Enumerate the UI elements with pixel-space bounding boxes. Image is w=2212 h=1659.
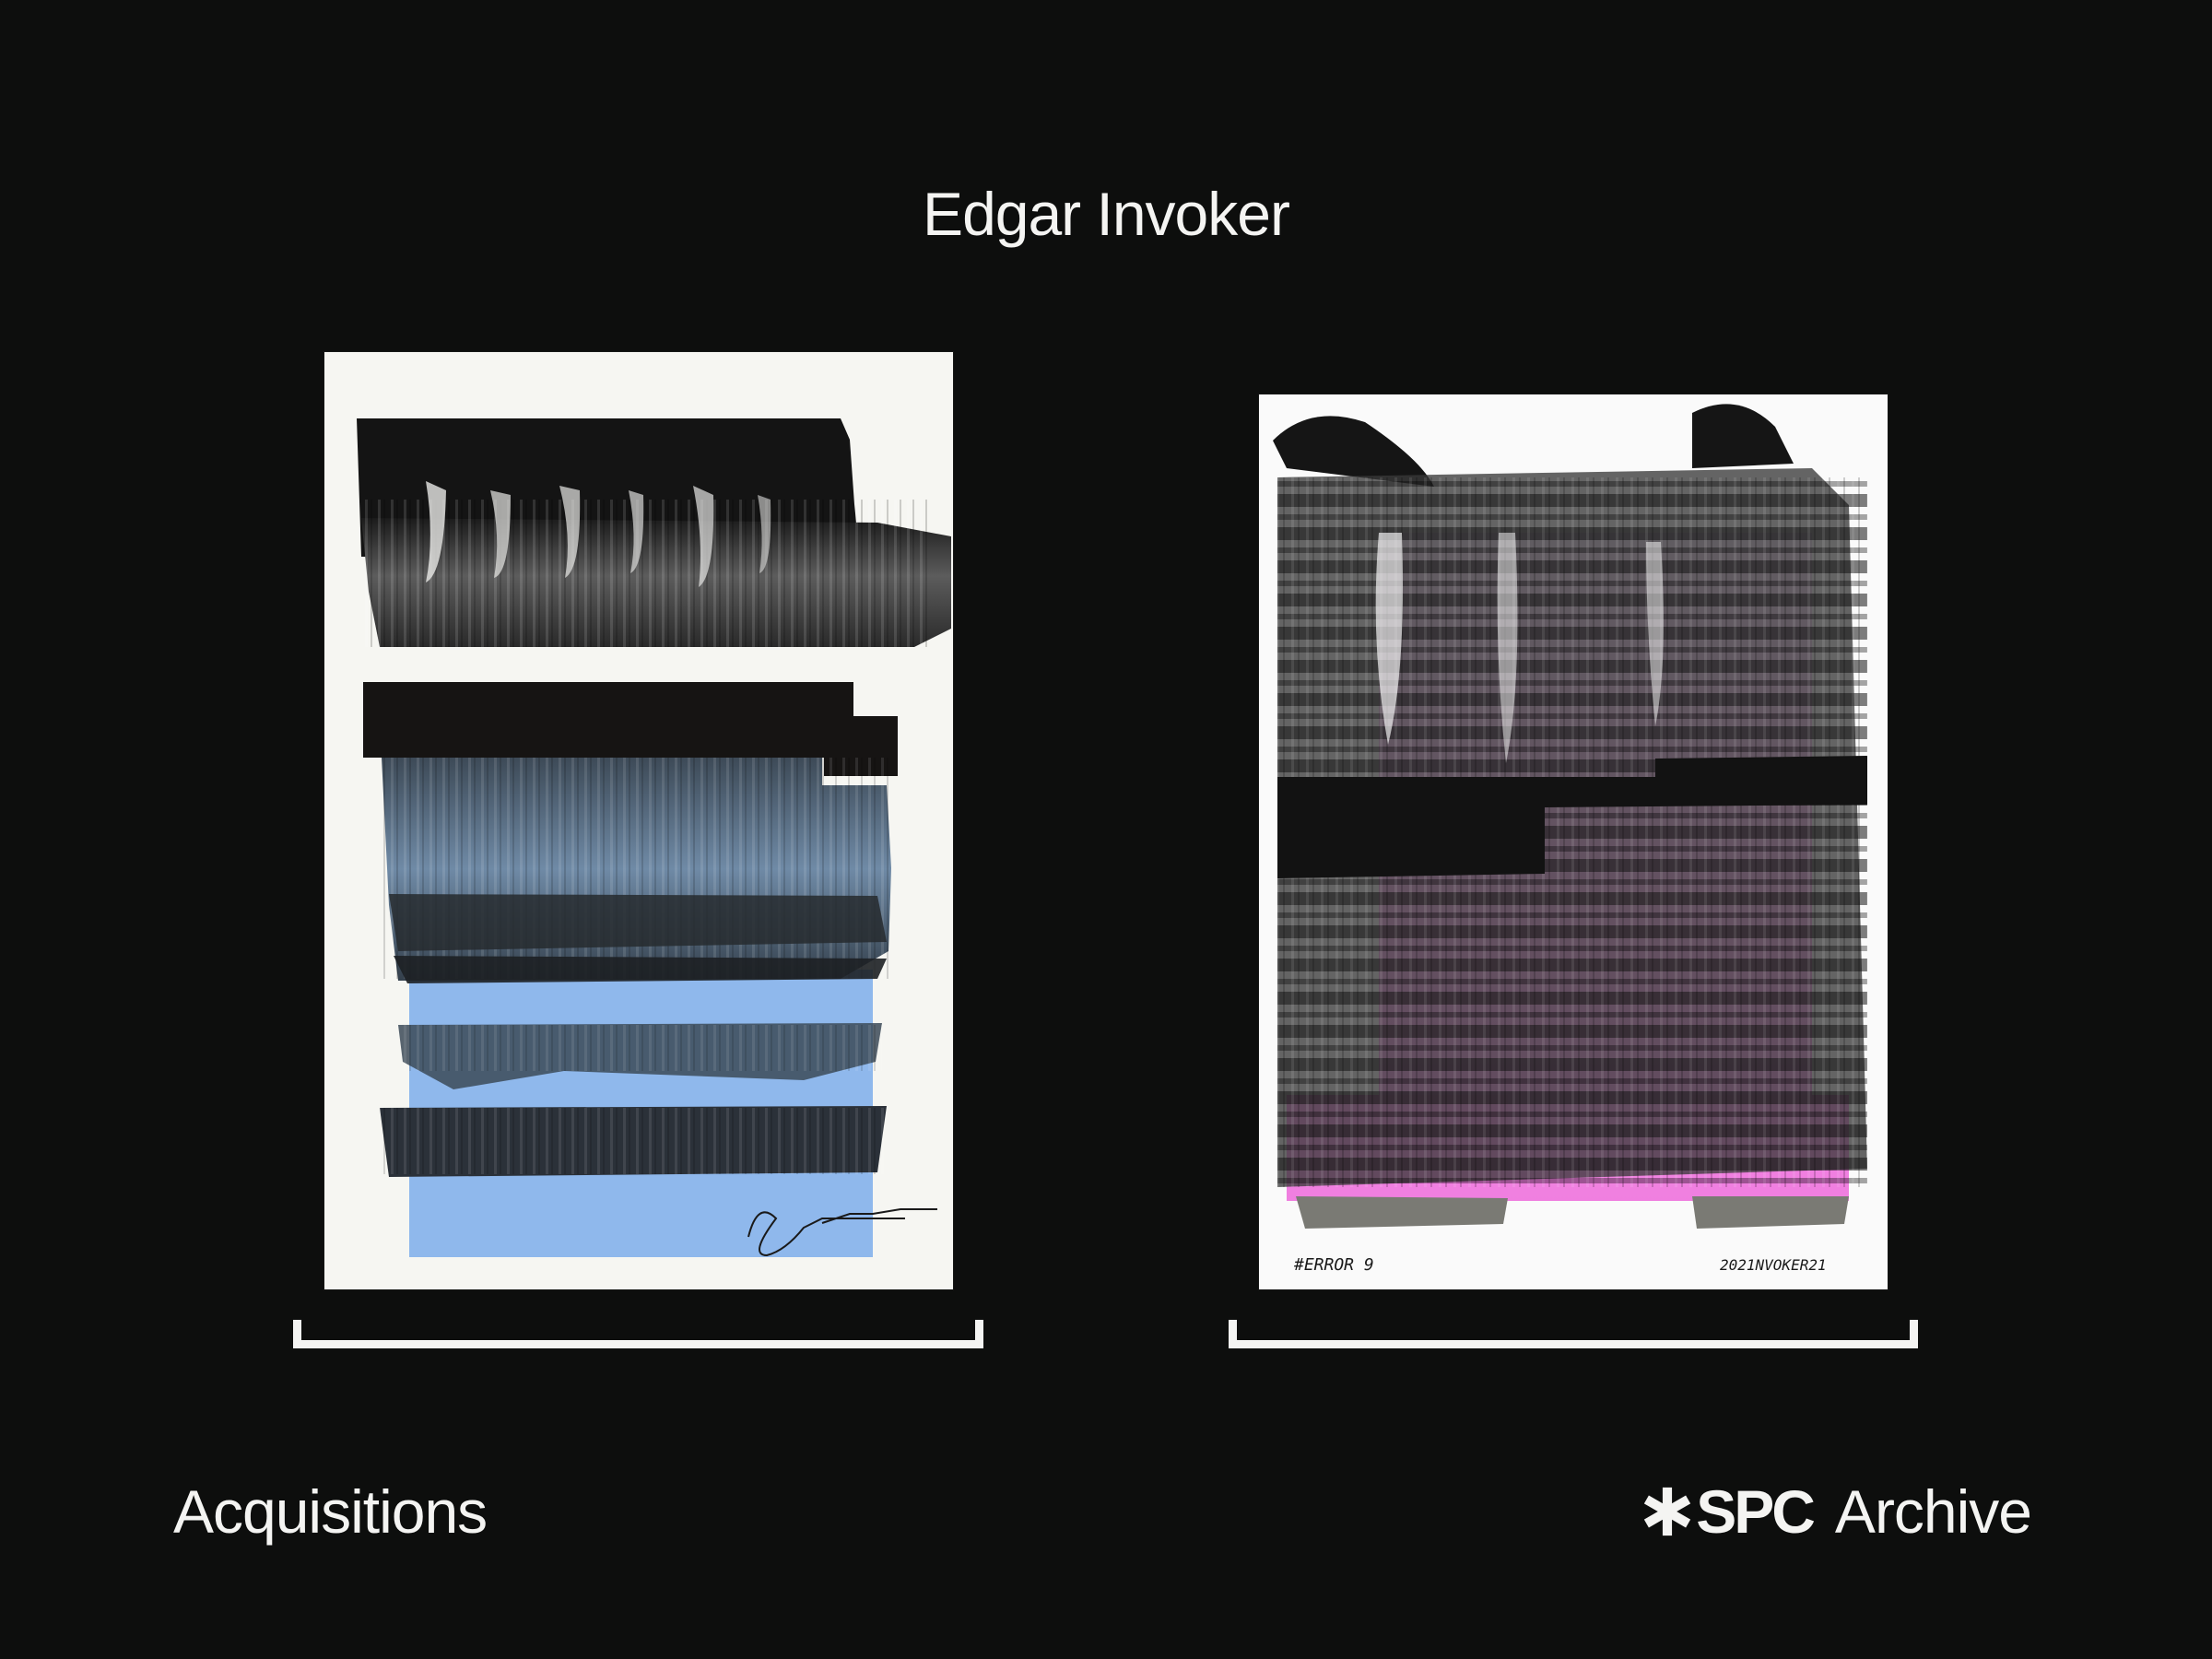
bracket-divider-left [293, 1320, 983, 1348]
page-title: Edgar Invoker [923, 180, 1290, 248]
acquisitions-link[interactable]: Acquisitions [173, 1477, 488, 1546]
artwork-inscription-left: #ERROR 9 [1293, 1255, 1374, 1275]
artwork-pink-abstract[interactable]: #ERROR 9 2021NVOKER21 [1259, 394, 1888, 1289]
artwork-blue-canvas [324, 352, 953, 1289]
artwork-pink-canvas: #ERROR 9 2021NVOKER21 [1259, 394, 1888, 1289]
brand-name: SPC [1696, 1477, 1816, 1546]
archive-label: Archive [1834, 1477, 2032, 1546]
artwork-inscription-right: 2021NVOKER21 [1720, 1256, 1827, 1274]
asterisk-icon [1644, 1487, 1691, 1536]
bracket-divider-right [1229, 1320, 1918, 1348]
brand-logo: SPC [1641, 1475, 1816, 1548]
artwork-blue-abstract[interactable] [324, 352, 953, 1289]
archive-link[interactable]: SPC Archive [1641, 1475, 2032, 1548]
